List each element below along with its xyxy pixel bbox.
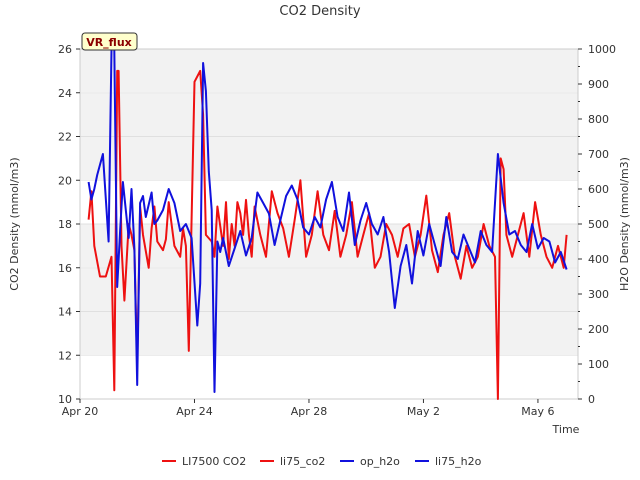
x-tick-label: Apr 20 <box>62 405 99 418</box>
left-tick-label: 14 <box>58 306 72 319</box>
grid-band <box>80 311 578 356</box>
right-tick-label: 900 <box>588 78 609 91</box>
legend-label: li75_co2 <box>280 455 325 468</box>
right-tick-label: 400 <box>588 253 609 266</box>
right-tick-label: 300 <box>588 288 609 301</box>
right-tick-label: 600 <box>588 183 609 196</box>
x-tick-label: May 2 <box>407 405 440 418</box>
right-tick-label: 800 <box>588 113 609 126</box>
right-tick-label: 700 <box>588 148 609 161</box>
grid-band <box>80 49 578 93</box>
left-tick-label: 26 <box>58 43 72 56</box>
left-tick-label: 24 <box>58 87 72 100</box>
series-line-op-h2o <box>87 48 568 393</box>
x-tick-label: May 6 <box>521 405 554 418</box>
x-axis-ticks: Apr 20 Apr 24 Apr 28 May 2 May 6 <box>62 399 555 418</box>
x-axis-title: Time <box>552 423 580 436</box>
right-tick-label: 0 <box>588 393 595 406</box>
left-tick-label: 10 <box>58 393 72 406</box>
badge-label: VR_flux <box>86 36 132 49</box>
right-tick-label: 1000 <box>588 43 616 56</box>
left-axis-ticks: 10 12 14 16 18 20 22 24 26 <box>58 43 80 406</box>
legend-label: op_h2o <box>360 455 400 468</box>
legend: LI7500 CO2 li75_co2 op_h2o li75_h2o <box>162 455 482 468</box>
left-axis-title: CO2 Density (mmol/m3) <box>8 157 21 290</box>
x-tick-label: Apr 24 <box>176 405 213 418</box>
left-tick-label: 22 <box>58 131 72 144</box>
left-tick-label: 16 <box>58 262 72 275</box>
vr-flux-badge: VR_flux <box>81 32 138 51</box>
legend-label: LI7500 CO2 <box>182 455 246 468</box>
x-tick-label: Apr 28 <box>291 405 328 418</box>
grid-band <box>80 92 578 137</box>
grid-band <box>80 136 578 181</box>
right-tick-label: 500 <box>588 218 609 231</box>
legend-label: li75_h2o <box>435 455 482 468</box>
right-axis-title: H2O Density (mmol/m3) <box>618 157 631 291</box>
right-tick-label: 200 <box>588 323 609 336</box>
left-tick-label: 12 <box>58 349 72 362</box>
chart-title: CO2 Density <box>279 4 360 19</box>
series-layer <box>87 48 568 400</box>
grid-band <box>80 267 578 312</box>
badge-box <box>81 32 138 51</box>
right-axis-ticks: 0 100 200 300 400 500 600 700 800 900 1000 <box>578 43 616 406</box>
left-tick-label: 20 <box>58 174 72 187</box>
right-tick-label: 100 <box>588 358 609 371</box>
left-tick-label: 18 <box>58 218 72 231</box>
grid-band <box>80 355 578 399</box>
